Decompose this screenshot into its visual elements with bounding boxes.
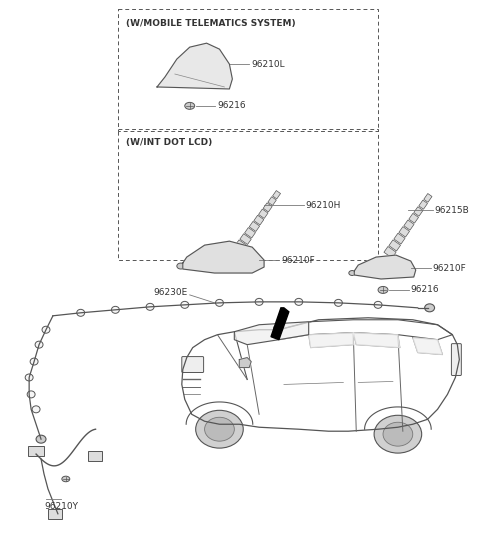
Polygon shape	[268, 197, 276, 205]
Polygon shape	[254, 215, 264, 225]
Polygon shape	[353, 333, 400, 348]
Ellipse shape	[204, 417, 234, 441]
Text: 96210Y: 96210Y	[44, 502, 78, 511]
Ellipse shape	[255, 299, 263, 305]
Polygon shape	[249, 222, 260, 232]
Polygon shape	[263, 203, 272, 212]
Ellipse shape	[295, 299, 303, 305]
Ellipse shape	[146, 304, 154, 310]
Bar	[119, 9, 378, 131]
Polygon shape	[384, 246, 396, 258]
Polygon shape	[419, 200, 428, 209]
Polygon shape	[183, 241, 264, 273]
Bar	[119, 129, 378, 260]
Text: 96216: 96216	[217, 101, 246, 111]
Text: 96230E: 96230E	[154, 288, 188, 298]
Text: 96215B: 96215B	[434, 206, 469, 215]
FancyBboxPatch shape	[451, 344, 461, 376]
Ellipse shape	[378, 287, 388, 293]
Polygon shape	[413, 338, 443, 355]
Polygon shape	[309, 333, 353, 348]
Ellipse shape	[25, 374, 33, 381]
Ellipse shape	[374, 415, 421, 453]
Ellipse shape	[177, 263, 185, 269]
Ellipse shape	[111, 306, 120, 313]
Ellipse shape	[35, 341, 43, 348]
Ellipse shape	[335, 299, 342, 306]
Polygon shape	[240, 358, 251, 367]
Polygon shape	[399, 227, 409, 237]
Ellipse shape	[383, 422, 413, 446]
Bar	[28, 446, 44, 456]
FancyBboxPatch shape	[182, 356, 204, 372]
Text: 96216: 96216	[411, 285, 439, 294]
Ellipse shape	[185, 102, 195, 109]
Polygon shape	[394, 233, 405, 244]
Ellipse shape	[181, 301, 189, 309]
Ellipse shape	[216, 299, 223, 306]
Text: (W/MOBILE TELEMATICS SYSTEM): (W/MOBILE TELEMATICS SYSTEM)	[126, 19, 296, 28]
Polygon shape	[244, 228, 255, 238]
Bar	[48, 509, 62, 519]
Polygon shape	[271, 308, 289, 340]
Ellipse shape	[374, 301, 382, 309]
Ellipse shape	[36, 435, 46, 443]
Text: 96210F: 96210F	[432, 263, 467, 273]
Ellipse shape	[349, 271, 356, 276]
Text: 96210F: 96210F	[281, 256, 315, 265]
Text: 96210H: 96210H	[306, 201, 341, 210]
Ellipse shape	[77, 309, 84, 316]
Ellipse shape	[30, 358, 38, 365]
Ellipse shape	[42, 326, 50, 333]
Ellipse shape	[32, 406, 40, 413]
Text: (W/INT DOT LCD): (W/INT DOT LCD)	[126, 138, 213, 147]
Ellipse shape	[62, 476, 70, 482]
Polygon shape	[354, 255, 416, 279]
Polygon shape	[273, 190, 280, 199]
Ellipse shape	[196, 410, 243, 448]
Polygon shape	[414, 207, 423, 216]
Ellipse shape	[425, 304, 434, 312]
Polygon shape	[424, 194, 432, 202]
Polygon shape	[389, 240, 400, 251]
Polygon shape	[157, 43, 232, 89]
Polygon shape	[404, 220, 414, 230]
Polygon shape	[259, 209, 268, 218]
Ellipse shape	[27, 391, 35, 398]
Polygon shape	[409, 213, 419, 223]
Text: 96210L: 96210L	[251, 59, 285, 69]
Polygon shape	[240, 234, 252, 245]
Polygon shape	[234, 322, 309, 345]
Bar	[88, 451, 101, 461]
Polygon shape	[235, 240, 247, 251]
